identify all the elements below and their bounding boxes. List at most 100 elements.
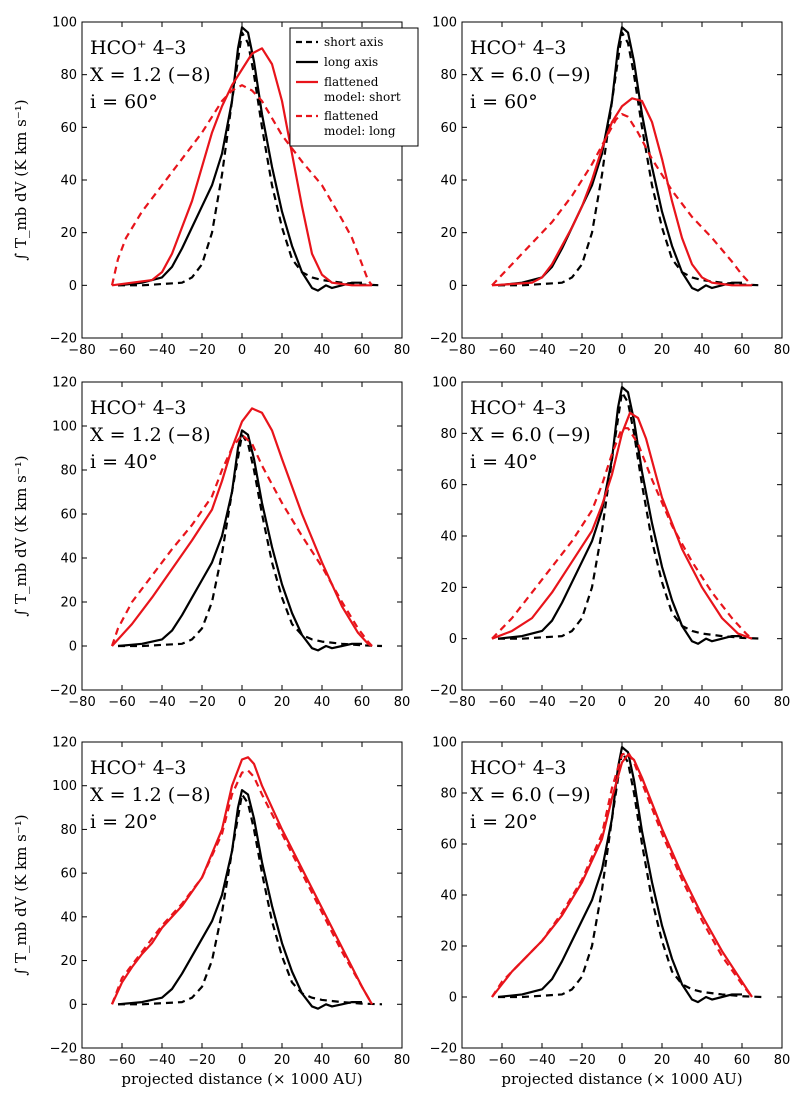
panel-annotation: HCO⁺ 4–3 xyxy=(470,37,566,59)
y-tick-label: 60 xyxy=(440,838,457,853)
x-tick-label: 0 xyxy=(618,1053,626,1068)
panel-top-right: −80 −60 −40 −20 0 20 40 60 80 −20 0 20 40 60 80 100 HCO⁺… xyxy=(430,16,791,359)
panel-annotation: i = 60° xyxy=(90,91,158,113)
y-tick-label: 20 xyxy=(440,940,457,955)
series-flattened-model-long xyxy=(491,427,753,640)
y-axis-label: ∫ T_mb dV (K km s⁻¹) xyxy=(12,455,30,616)
panel-annotation: X = 6.0 (−9) xyxy=(470,424,591,446)
panel-annotation: X = 1.2 (−8) xyxy=(90,784,211,806)
y-tick-label: 40 xyxy=(440,889,457,904)
x-tick-label: −40 xyxy=(528,343,555,358)
y-tick-label: 60 xyxy=(60,121,77,136)
x-tick-label: 20 xyxy=(654,695,671,710)
series-flattened-model-short xyxy=(491,411,753,640)
legend-label: model: long xyxy=(324,124,396,138)
legend-label: model: short xyxy=(324,90,401,104)
x-tick-label: −80 xyxy=(448,1053,475,1068)
y-tick-label: 20 xyxy=(440,581,457,596)
x-tick-label: −80 xyxy=(68,695,95,710)
x-tick-label: −20 xyxy=(188,1053,215,1068)
y-tick-label: −20 xyxy=(430,1042,457,1057)
x-tick-label: 20 xyxy=(654,1053,671,1068)
x-tick-label: −80 xyxy=(68,1053,95,1068)
panel-annotation: HCO⁺ 4–3 xyxy=(90,397,186,419)
x-tick-label: 80 xyxy=(774,1053,791,1068)
y-tick-label: 80 xyxy=(60,68,77,83)
y-tick-label: −20 xyxy=(430,332,457,347)
x-tick-label: −60 xyxy=(488,343,515,358)
x-axis-label: projected distance (× 1000 AU) xyxy=(121,1070,362,1088)
x-tick-label: 40 xyxy=(314,695,331,710)
x-tick-label: −20 xyxy=(568,343,595,358)
y-tick-label: −20 xyxy=(430,684,457,699)
panel-annotation: X = 1.2 (−8) xyxy=(90,424,211,446)
y-tick-label: −20 xyxy=(50,332,77,347)
panel-annotation: i = 60° xyxy=(470,91,538,113)
y-tick-label: −20 xyxy=(50,1042,77,1057)
panel-annotation: X = 6.0 (−9) xyxy=(470,64,591,86)
x-tick-label: −40 xyxy=(528,695,555,710)
y-tick-label: 40 xyxy=(440,530,457,545)
series-flattened-model-long xyxy=(110,769,373,1005)
series-short-axis xyxy=(498,751,763,999)
y-tick-label: 80 xyxy=(60,464,77,479)
x-tick-label: 60 xyxy=(734,1053,751,1068)
x-tick-label: 0 xyxy=(238,695,246,710)
x-tick-label: −20 xyxy=(188,343,215,358)
y-tick-label: 80 xyxy=(60,823,77,838)
x-tick-label: −80 xyxy=(448,343,475,358)
panel-annotation: HCO⁺ 4–3 xyxy=(470,397,566,419)
x-tick-label: 40 xyxy=(314,1053,331,1068)
x-tick-label: 0 xyxy=(238,343,246,358)
x-tick-label: 40 xyxy=(694,343,711,358)
x-tick-label: 80 xyxy=(394,1053,411,1068)
y-axis-label: ∫ T_mb dV (K km s⁻¹) xyxy=(12,814,30,975)
series-short-axis xyxy=(118,433,383,648)
y-tick-label: 40 xyxy=(440,174,457,189)
series-flattened-model-short xyxy=(111,407,373,647)
y-tick-label: 0 xyxy=(69,279,77,294)
y-tick-label: 100 xyxy=(432,16,457,31)
y-tick-label: 0 xyxy=(69,640,77,655)
y-tick-label: 20 xyxy=(60,954,77,969)
x-tick-label: 80 xyxy=(774,343,791,358)
y-tick-label: 80 xyxy=(440,68,457,83)
y-tick-label: 60 xyxy=(440,478,457,493)
panel-top-left: −80 −60 −40 −20 0 20 40 60 80 −20 0 20 40 60 80 100 HCO⁺… xyxy=(12,16,410,359)
y-tick-label: 60 xyxy=(60,508,77,523)
y-tick-label: 60 xyxy=(60,867,77,882)
series-flattened-model-long xyxy=(110,84,373,286)
series-flattened-model-short xyxy=(491,753,753,998)
series-flattened-model-long xyxy=(491,751,753,998)
panel-middle-right: −80 −60 −40 −20 0 20 40 60 80 −20 0 20 40 60 80 100 HCO⁺… xyxy=(430,376,791,711)
y-tick-label: 100 xyxy=(52,779,77,794)
x-tick-label: −40 xyxy=(528,1053,555,1068)
y-tick-label: 100 xyxy=(432,736,457,751)
series-flattened-model-short xyxy=(110,756,373,1005)
x-tick-label: 40 xyxy=(314,343,331,358)
panel-annotation: i = 20° xyxy=(90,811,158,833)
y-tick-label: 20 xyxy=(60,596,77,611)
y-tick-label: 120 xyxy=(52,736,77,751)
y-tick-label: 40 xyxy=(60,910,77,925)
x-tick-label: 80 xyxy=(394,343,411,358)
x-tick-label: −20 xyxy=(568,695,595,710)
x-tick-label: −40 xyxy=(148,695,175,710)
series-long-axis xyxy=(497,746,742,1004)
x-axis-label: projected distance (× 1000 AU) xyxy=(501,1070,742,1088)
x-tick-label: 20 xyxy=(274,695,291,710)
panel-bottom-left: −80 −60 −40 −20 0 20 40 60 80 −20 0 20 40 60 80 100 120 H… xyxy=(12,736,410,1089)
series-flattened-model-long xyxy=(110,433,373,647)
y-tick-label: 100 xyxy=(52,16,77,31)
x-tick-label: 40 xyxy=(694,1053,711,1068)
series-long-axis xyxy=(117,429,362,652)
y-tick-label: 40 xyxy=(60,174,77,189)
x-tick-label: 0 xyxy=(238,1053,246,1068)
y-axis-label: ∫ T_mb dV (K km s⁻¹) xyxy=(12,99,30,260)
y-tick-label: 80 xyxy=(440,787,457,802)
x-tick-label: −80 xyxy=(68,343,95,358)
y-tick-label: 20 xyxy=(60,226,77,241)
y-tick-label: 100 xyxy=(52,420,77,435)
x-tick-label: 60 xyxy=(734,695,751,710)
